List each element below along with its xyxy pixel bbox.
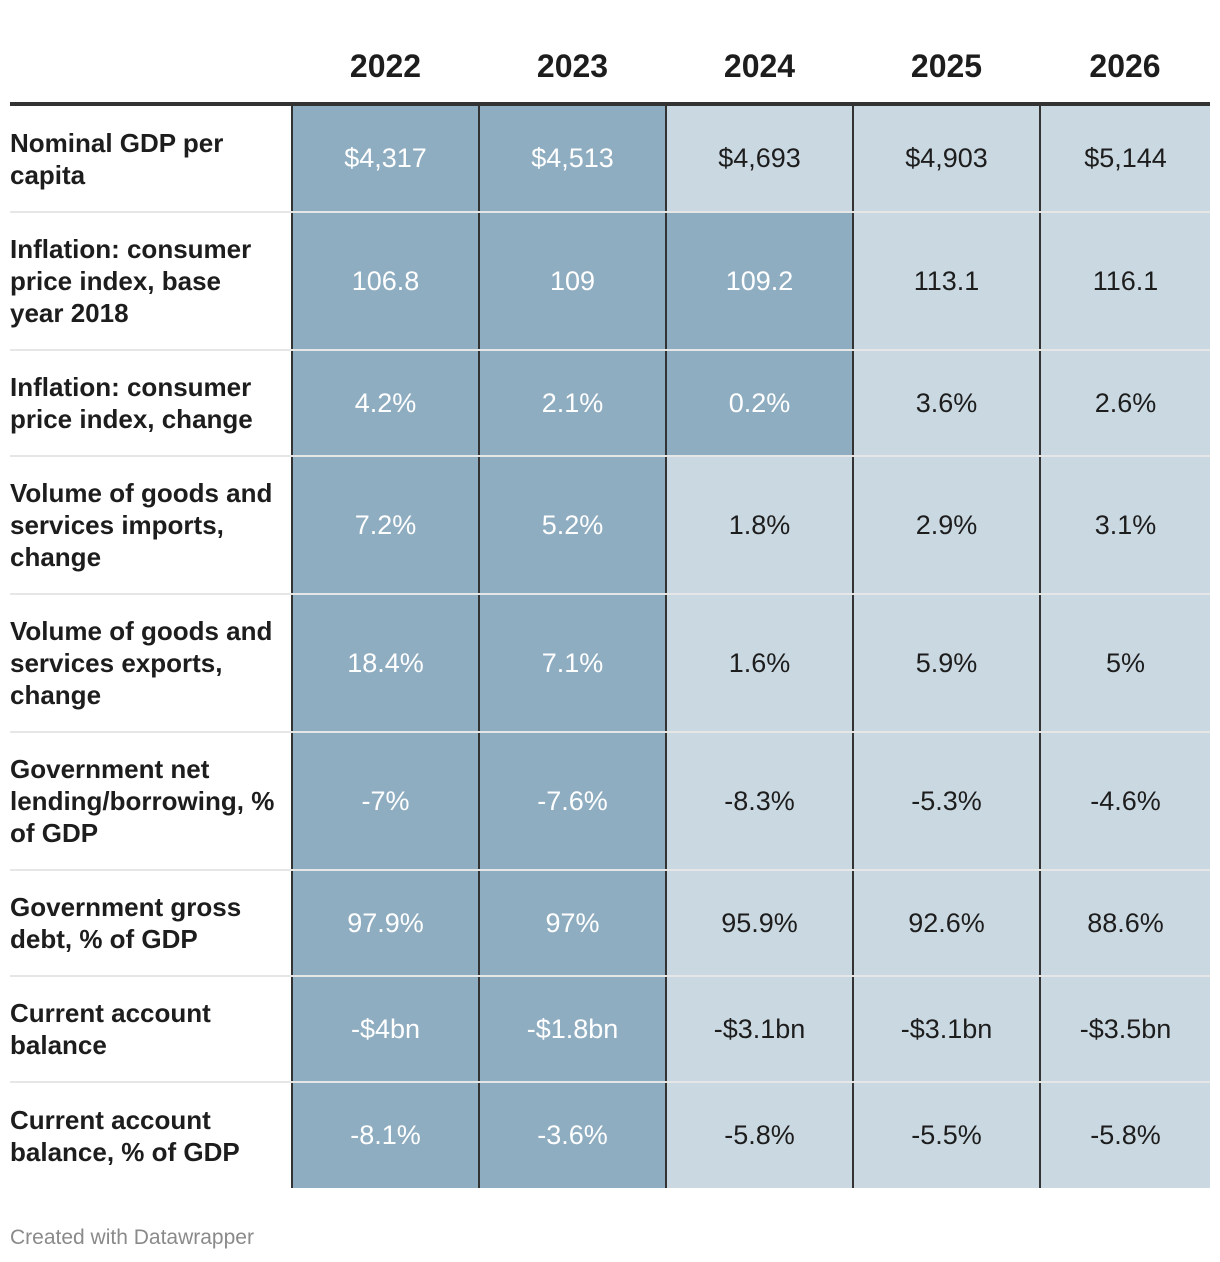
value-cell: -3.6% <box>478 1082 666 1188</box>
value-cell: 2.1% <box>478 350 666 457</box>
table-row: Government net lending/borrowing, % of G… <box>10 732 1210 871</box>
row-label: Volume of goods and services exports, ch… <box>10 594 292 733</box>
value-cell: 92.6% <box>852 870 1040 977</box>
table-row: Inflation: consumer price index, base ye… <box>10 212 1210 351</box>
year-header[interactable]: 2022 <box>292 0 479 106</box>
value-cell: 1.8% <box>665 456 853 595</box>
year-header[interactable]: 2026 <box>1040 0 1210 106</box>
table-row: Current account balance -$4bn -$1.8bn -$3.1… <box>10 976 1210 1083</box>
table-row: Government gross debt, % of GDP 97.9% 97% 9… <box>10 870 1210 977</box>
table-row: Volume of goods and services imports, ch… <box>10 456 1210 595</box>
year-header[interactable]: 2023 <box>479 0 666 106</box>
datawrapper-credit[interactable]: Created with Datawrapper <box>10 1226 254 1249</box>
data-table-container: 2022 2023 2024 2025 2026 Nominal GDP per… <box>10 0 1210 1188</box>
economic-indicators-table: 2022 2023 2024 2025 2026 Nominal GDP per… <box>10 0 1210 1188</box>
row-label: Government gross debt, % of GDP <box>10 870 292 977</box>
row-label: Inflation: consumer price index, change <box>10 350 292 457</box>
value-cell: 1.6% <box>665 594 853 733</box>
value-cell: -$1.8bn <box>478 976 666 1083</box>
value-cell: 7.2% <box>291 456 479 595</box>
value-cell: 106.8 <box>291 212 479 351</box>
value-cell: 0.2% <box>665 350 853 457</box>
row-label: Volume of goods and services imports, ch… <box>10 456 292 595</box>
value-cell: -4.6% <box>1039 732 1210 871</box>
value-cell: 113.1 <box>852 212 1040 351</box>
value-cell: -$3.1bn <box>852 976 1040 1083</box>
value-cell: $4,693 <box>665 104 853 213</box>
value-cell: -$4bn <box>291 976 479 1083</box>
table-row: Inflation: consumer price index, change 4… <box>10 350 1210 457</box>
value-cell: -8.1% <box>291 1082 479 1188</box>
value-cell: $4,903 <box>852 104 1040 213</box>
value-cell: 5.2% <box>478 456 666 595</box>
year-header[interactable]: 2024 <box>666 0 853 106</box>
row-label: Inflation: consumer price index, base ye… <box>10 212 292 351</box>
value-cell: 3.1% <box>1039 456 1210 595</box>
row-label: Current account balance, % of GDP <box>10 1082 292 1188</box>
value-cell: -5.5% <box>852 1082 1040 1188</box>
value-cell: 109.2 <box>665 212 853 351</box>
value-cell: 109 <box>478 212 666 351</box>
header-row: 2022 2023 2024 2025 2026 <box>10 0 1210 106</box>
value-cell: $4,317 <box>291 104 479 213</box>
row-label: Nominal GDP per capita <box>10 104 292 213</box>
value-cell: -$3.1bn <box>665 976 853 1083</box>
value-cell: -5.8% <box>1039 1082 1210 1188</box>
value-cell: 2.6% <box>1039 350 1210 457</box>
value-cell: 18.4% <box>291 594 479 733</box>
table-row: Current account balance, % of GDP -8.1% -3… <box>10 1082 1210 1188</box>
value-cell: 7.1% <box>478 594 666 733</box>
header-label-cell <box>10 0 292 106</box>
table-body: Nominal GDP per capita $4,317 $4,513 $4,693… <box>10 104 1210 1188</box>
value-cell: 2.9% <box>852 456 1040 595</box>
table-row: Nominal GDP per capita $4,317 $4,513 $4,693… <box>10 104 1210 213</box>
value-cell: 4.2% <box>291 350 479 457</box>
value-cell: $4,513 <box>478 104 666 213</box>
value-cell: -5.8% <box>665 1082 853 1188</box>
value-cell: 116.1 <box>1039 212 1210 351</box>
value-cell: -$3.5bn <box>1039 976 1210 1083</box>
table-row: Volume of goods and services exports, ch… <box>10 594 1210 733</box>
value-cell: 97.9% <box>291 870 479 977</box>
row-label: Government net lending/borrowing, % of G… <box>10 732 292 871</box>
value-cell: 95.9% <box>665 870 853 977</box>
value-cell: -7.6% <box>478 732 666 871</box>
value-cell: 5% <box>1039 594 1210 733</box>
value-cell: -8.3% <box>665 732 853 871</box>
year-header[interactable]: 2025 <box>853 0 1040 106</box>
row-label: Current account balance <box>10 976 292 1083</box>
value-cell: 88.6% <box>1039 870 1210 977</box>
value-cell: 5.9% <box>852 594 1040 733</box>
value-cell: 97% <box>478 870 666 977</box>
value-cell: 3.6% <box>852 350 1040 457</box>
value-cell: -7% <box>291 732 479 871</box>
value-cell: -5.3% <box>852 732 1040 871</box>
value-cell: $5,144 <box>1039 104 1210 213</box>
